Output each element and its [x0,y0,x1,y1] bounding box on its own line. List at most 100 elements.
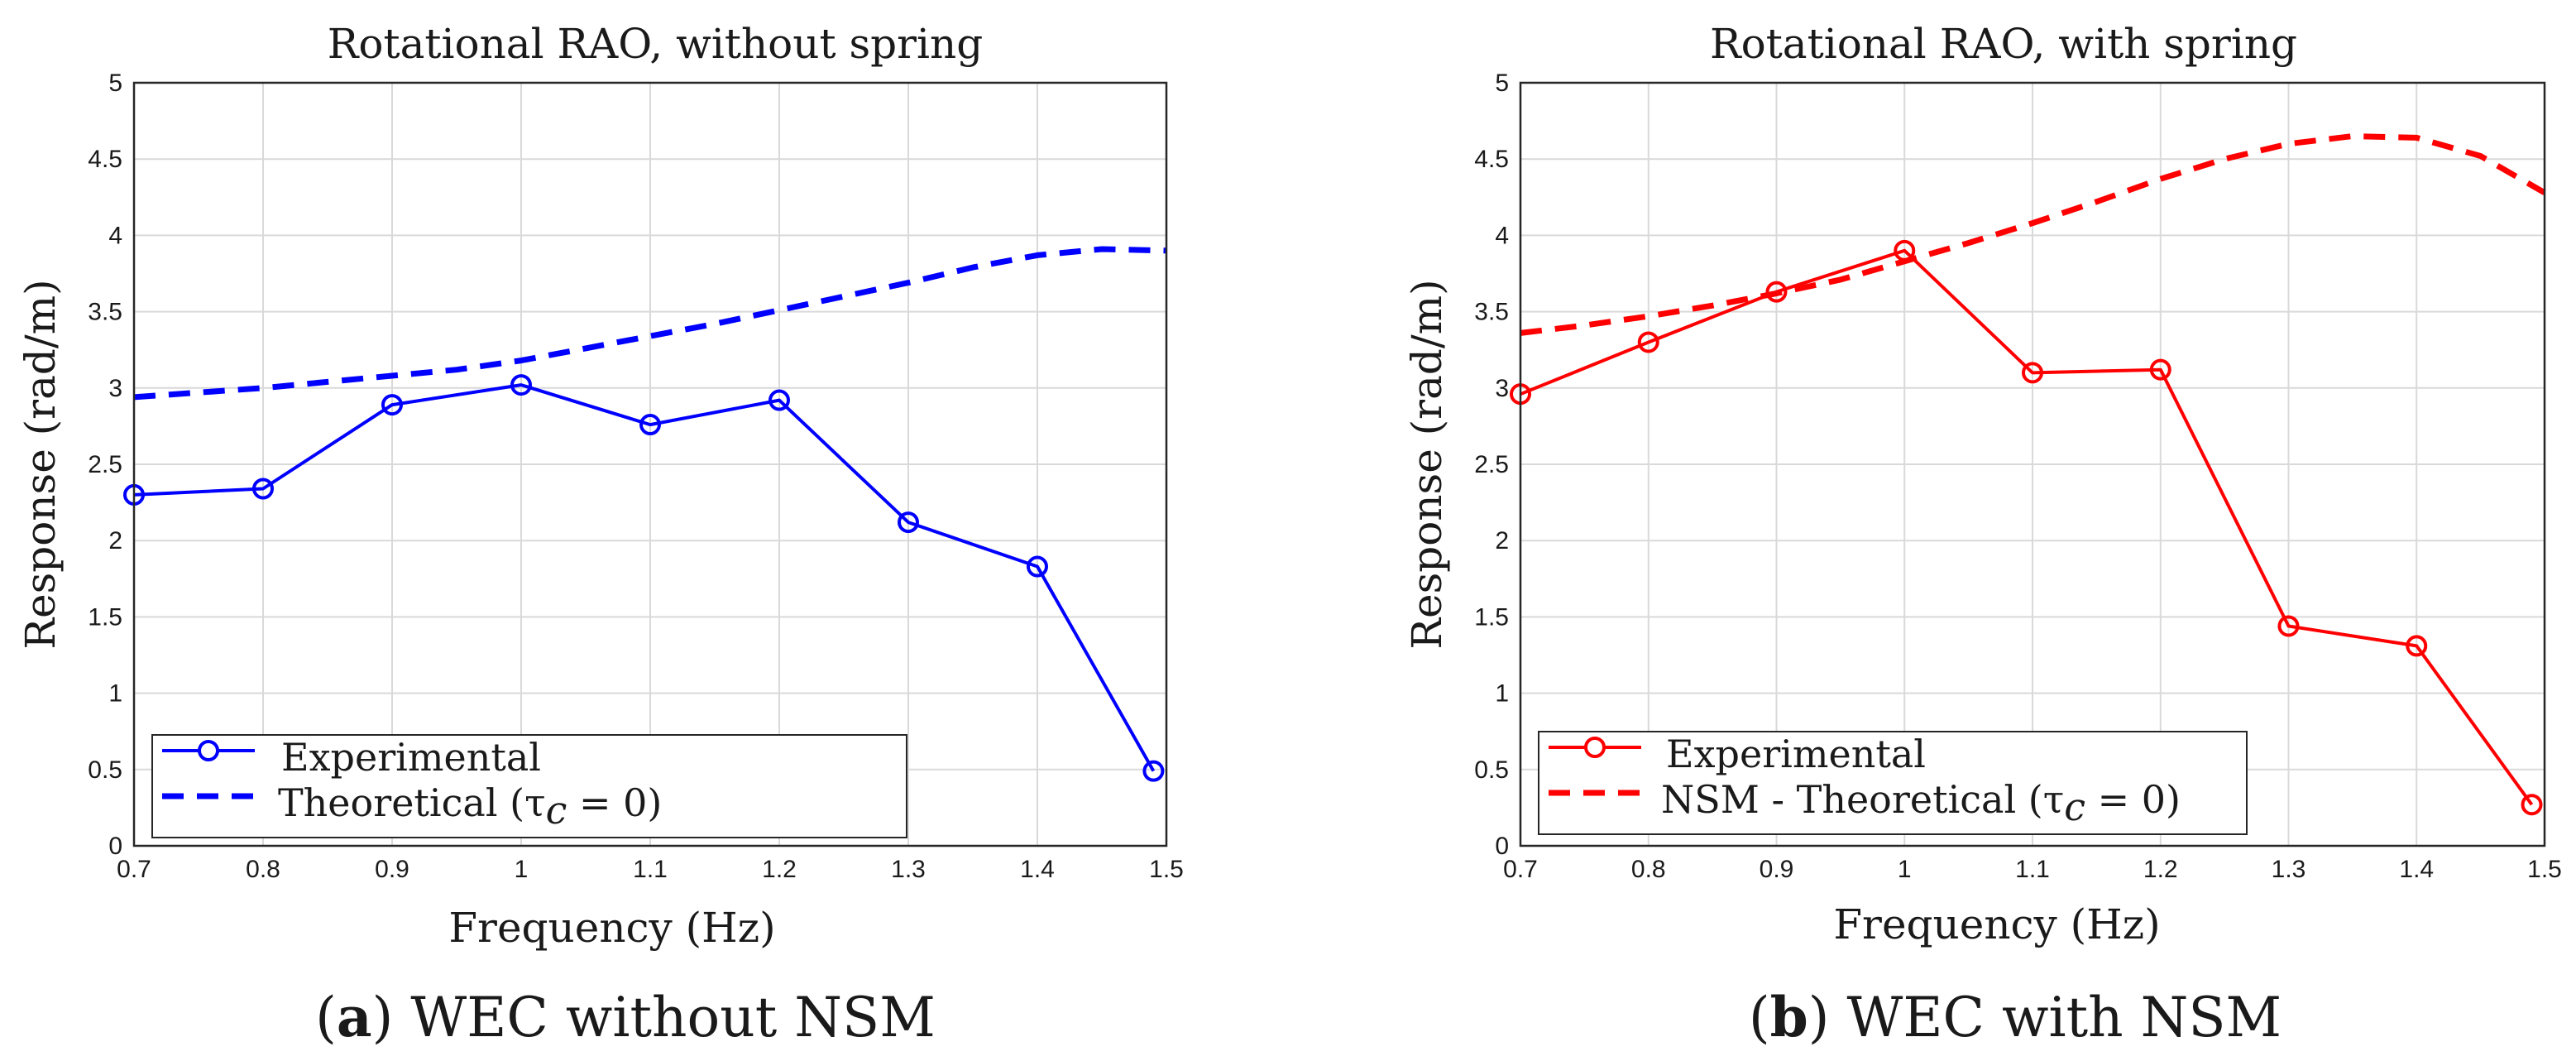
x-axis-label: Frequency (Hz) [448,904,775,952]
y-axis-label: Response (rad/m) [17,279,65,649]
x-tick-label: 1.4 [1020,856,1055,883]
x-tick-label: 0.9 [1760,856,1794,883]
legend-label-suffix: = 0) [567,780,662,825]
plot-area-frame [1519,81,2546,847]
data-point-marker [2521,794,2543,816]
y-tick-label: 0 [1495,833,1509,860]
tick-labels: 0.7 0.8 0.9 1 1.1 1.2 1.3 1.4 1.5 0 0.5 1 1.5 2 2.5 3 3.… [1474,70,2562,883]
legend-entry: Theoretical (τc = 0) [162,780,662,833]
y-tick-label: 5 [108,70,122,97]
y-tick-label: 1.5 [88,603,122,631]
legend-marker-swatch [1584,737,1606,758]
y-tick-label: 1 [1495,680,1509,708]
y-tick-label: 3.5 [1474,299,1509,326]
series-line-theoretical [133,246,1167,401]
data-point-marker [898,511,919,534]
data-point-marker [1027,555,1048,578]
x-tick-label: 1.1 [633,856,668,883]
data-point-marker [1637,331,1659,353]
legend-label-main: Experimental [1666,732,1926,776]
x-axis-label: Frequency (Hz) [1833,900,2160,948]
grid [133,82,1167,847]
x-tick-label: 1.2 [762,856,797,883]
data-point-marker [252,478,274,500]
y-tick-label: 4 [1495,222,1509,249]
legend-label: Experimental [281,735,541,780]
x-tick-label: 1.3 [2272,856,2306,883]
y-tick-label: 3 [108,375,122,402]
y-tick-label: 3.5 [88,299,122,326]
tick-labels: 0.7 0.8 0.9 1 1.1 1.2 1.3 1.4 1.5 0 0.5 1 1.5 2 2.5 3 3.… [88,70,1184,883]
legend-label-main: NSM - Theoretical (τ [1661,777,2064,822]
legend-label: NSM - Theoretical (τc = 0) [1661,777,2181,829]
legend-label: Experimental [1666,732,1926,776]
y-tick-label: 1.5 [1474,603,1509,631]
y-tick-label: 3 [1495,375,1509,402]
plot-area-frame [132,81,1168,847]
y-tick-label: 4.5 [88,146,122,173]
chart-panel-a: Rotational RAO, without spring 0.7 0.8 0.9… [17,20,1184,1049]
chart-title: Rotational RAO, with spring [1710,20,2297,68]
legend-label-main: Experimental [281,735,541,780]
y-tick-label: 4.5 [1474,146,1509,173]
series-line-experimental [133,383,1156,772]
legend-box [1538,731,2248,835]
legend-label: Theoretical (τc = 0) [278,780,662,833]
legend-box [151,734,907,838]
y-tick-label: 2 [108,527,122,555]
data-point-marker [2277,615,2300,637]
y-tick-label: 0.5 [1474,756,1509,784]
chart-panel-b: Rotational RAO, with spring 0.7 0.8 0.9 1 1.… [1403,20,2562,1049]
y-tick-label: 0.5 [88,756,122,784]
x-tick-label: 0.9 [375,856,409,883]
x-tick-label: 1.3 [891,856,926,883]
y-tick-label: 2.5 [88,451,122,478]
legend: Experimental NSM - Theoretical (τc = 0) [1538,731,2248,835]
legend-label-subscript: c [2064,785,2085,829]
chart-title: Rotational RAO, without spring [328,20,983,68]
x-tick-label: 1 [515,856,529,883]
x-tick-label: 0.8 [246,856,280,883]
x-tick-label: 1.2 [2143,856,2178,883]
legend-entry: Experimental [162,735,541,780]
data-point-marker [2022,362,2043,384]
x-tick-label: 1.1 [2015,856,2050,883]
y-tick-label: 4 [108,222,122,249]
series-line-theoretical [1520,133,2546,336]
data-point-marker [2406,635,2428,657]
x-tick-label: 1.5 [1149,856,1184,883]
legend: Experimental Theoretical (τc = 0) [151,734,907,838]
y-axis-label: Response (rad/m) [1403,279,1451,649]
series-line-experimental [1520,248,2534,806]
legend-entry: NSM - Theoretical (τc = 0) [1549,777,2181,829]
legend-label-main: Theoretical (τ [278,780,546,825]
legend-entry: Experimental [1549,732,1926,776]
y-tick-label: 2.5 [1474,451,1509,478]
y-tick-label: 5 [1495,70,1509,97]
data-point-marker [381,394,403,416]
caption-b: (b) WEC with NSM [1749,985,2282,1049]
caption-a: (a) WEC without NSM [315,985,936,1049]
data-point-marker [768,389,790,411]
caption-body: WEC without NSM [410,986,935,1049]
x-tick-label: 0.7 [1503,856,1538,883]
x-tick-label: 0.8 [1631,856,1666,883]
caption-body: WEC with NSM [1846,986,2282,1049]
caption-label: a [337,985,372,1049]
data-point-marker [510,374,532,396]
x-tick-label: 1 [1898,856,1912,883]
data-point-marker [639,414,661,436]
data-point-marker [1142,760,1165,782]
series-layer [123,246,1167,782]
x-tick-label: 1.5 [2527,856,2562,883]
y-tick-label: 2 [1495,527,1509,555]
legend-label-suffix: = 0) [2085,777,2181,822]
data-point-marker [1765,281,1788,303]
y-tick-label: 0 [108,833,122,860]
legend-label-subscript: c [546,788,567,833]
x-tick-label: 1.4 [2399,856,2434,883]
y-tick-label: 1 [108,680,122,708]
data-point-marker [2149,358,2171,381]
